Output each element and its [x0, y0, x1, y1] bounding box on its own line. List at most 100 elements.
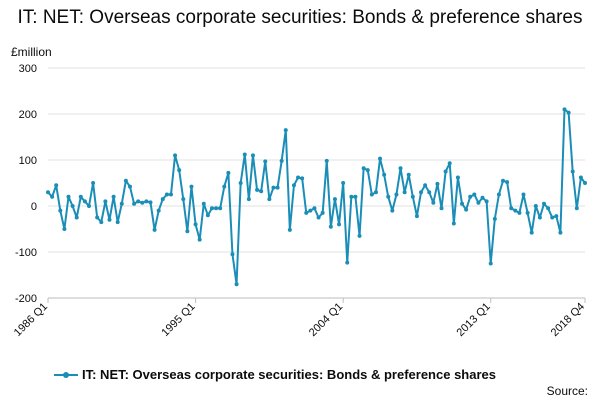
data-point — [427, 190, 432, 195]
data-point — [312, 206, 317, 211]
data-point — [480, 195, 485, 200]
data-point — [164, 192, 169, 197]
data-point — [234, 282, 239, 287]
data-point — [468, 194, 473, 199]
y-tick-label: 300 — [19, 63, 37, 75]
source-label: Source: — [546, 384, 588, 398]
data-point — [443, 169, 448, 174]
data-point — [218, 206, 223, 211]
data-point — [238, 181, 243, 185]
data-point — [562, 107, 567, 112]
data-point — [419, 190, 424, 195]
data-point — [365, 168, 370, 173]
legend-swatch-icon — [54, 369, 78, 381]
data-point — [185, 229, 190, 234]
x-tick-label: 1986 Q1 — [12, 301, 50, 339]
data-point — [275, 185, 280, 190]
data-point — [546, 206, 551, 211]
series-line — [47, 108, 586, 286]
data-point — [156, 208, 161, 213]
data-point — [341, 181, 346, 185]
data-point — [296, 175, 301, 180]
data-point — [529, 230, 534, 235]
data-point — [521, 192, 526, 197]
data-point — [82, 199, 87, 204]
x-tick-label: 2004 Q1 — [307, 301, 345, 339]
data-point — [279, 158, 284, 163]
data-point — [123, 178, 128, 183]
data-point — [267, 197, 272, 202]
data-point — [472, 192, 477, 197]
data-point — [386, 194, 391, 199]
x-tick-label: 1995 Q1 — [159, 301, 197, 339]
data-point — [189, 184, 194, 189]
y-tick-label: -200 — [15, 293, 37, 305]
data-point — [99, 220, 104, 225]
legend[interactable]: IT: NET: Overseas corporate securities: … — [54, 367, 496, 382]
data-point — [250, 153, 255, 158]
data-point — [373, 190, 378, 195]
data-point — [173, 153, 178, 158]
data-point — [435, 181, 440, 186]
data-point — [119, 201, 124, 206]
data-point — [505, 180, 510, 185]
data-point — [410, 194, 415, 199]
data-point — [316, 215, 321, 220]
data-point — [537, 215, 542, 220]
data-point — [127, 184, 132, 189]
data-point — [324, 158, 329, 163]
data-point — [111, 194, 116, 199]
data-point — [66, 194, 71, 199]
data-point — [58, 208, 63, 213]
data-point — [62, 227, 67, 231]
data-point — [439, 206, 444, 211]
data-point — [205, 213, 210, 218]
data-point — [402, 190, 407, 195]
data-point — [414, 214, 419, 219]
data-point — [583, 181, 587, 185]
data-point — [201, 201, 206, 206]
data-point — [578, 175, 583, 180]
data-point — [558, 230, 563, 235]
data-point — [390, 208, 395, 213]
data-point — [152, 227, 157, 232]
data-point — [488, 261, 493, 266]
data-point — [291, 183, 296, 188]
data-point — [566, 110, 571, 115]
data-point — [300, 176, 305, 181]
data-point — [287, 227, 292, 232]
data-point — [304, 210, 309, 215]
data-point — [394, 192, 399, 197]
data-point — [398, 166, 403, 171]
data-point — [308, 208, 313, 213]
data-point — [476, 200, 481, 205]
data-point — [103, 199, 108, 204]
y-tick-label: 200 — [19, 109, 37, 121]
chart-title: IT: NET: Overseas corporate securities: … — [17, 7, 583, 28]
data-point — [50, 194, 55, 199]
data-point — [361, 166, 366, 171]
data-point — [95, 215, 100, 220]
data-point — [542, 201, 547, 206]
data-point — [570, 169, 575, 174]
data-point — [148, 200, 153, 205]
data-point — [181, 197, 186, 202]
data-point — [140, 200, 145, 205]
data-point — [115, 220, 120, 225]
data-point — [70, 204, 75, 208]
data-point — [353, 194, 358, 199]
data-point — [255, 187, 260, 192]
data-point — [382, 172, 387, 177]
data-point — [337, 222, 342, 227]
y-tick-label: 100 — [19, 155, 37, 167]
data-point — [160, 197, 165, 202]
data-point — [464, 207, 469, 212]
data-point — [78, 194, 83, 199]
data-point — [406, 172, 411, 177]
data-point — [226, 170, 231, 175]
data-point — [107, 217, 112, 222]
data-point — [492, 216, 497, 221]
data-point — [283, 128, 288, 133]
data-point — [209, 206, 214, 211]
